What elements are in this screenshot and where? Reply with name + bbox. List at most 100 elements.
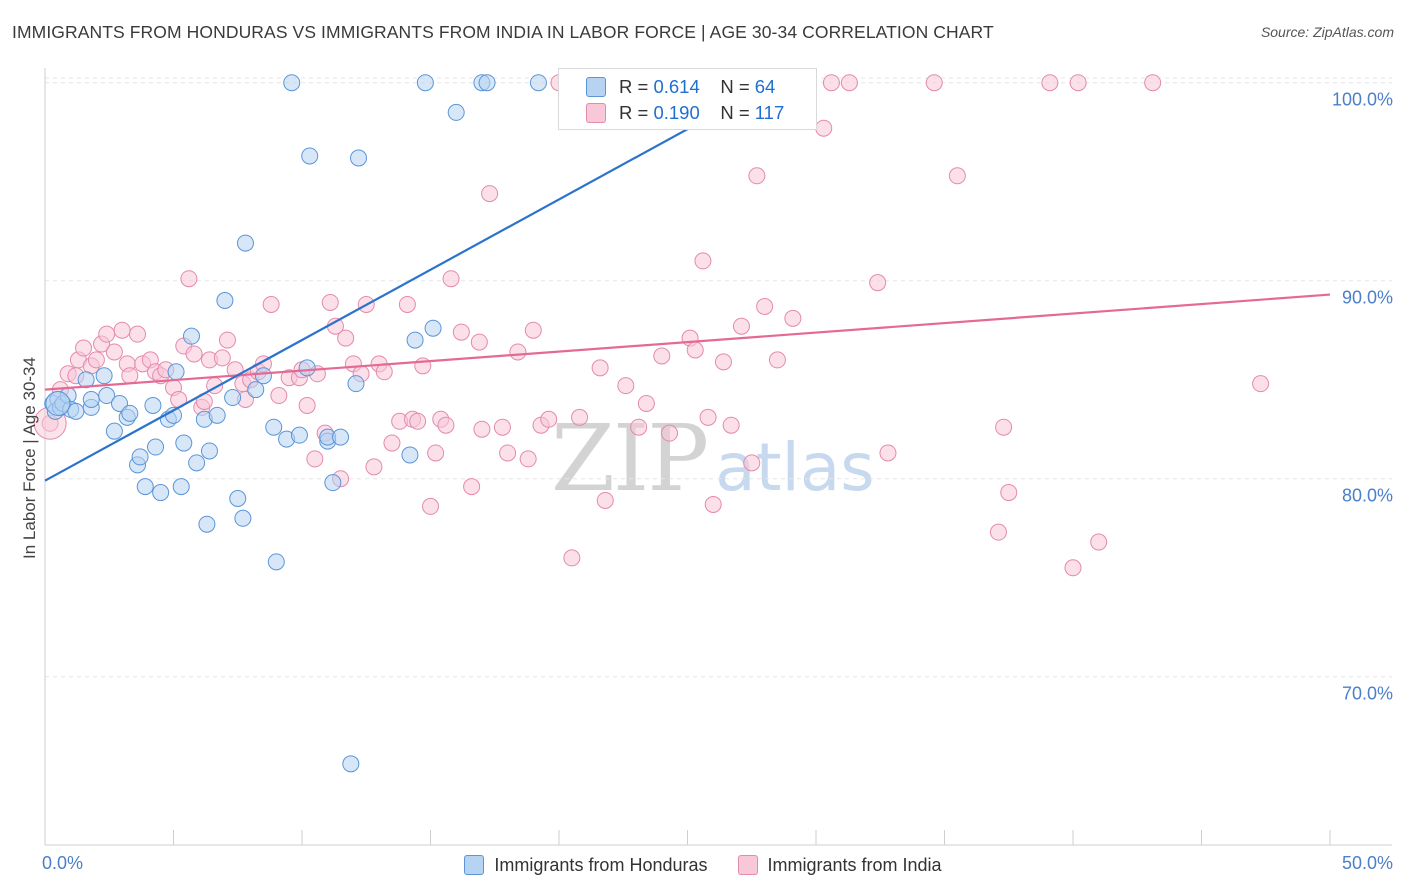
india-point	[270, 387, 288, 405]
india-point	[722, 416, 740, 434]
honduras-point	[198, 515, 216, 533]
honduras-point	[324, 474, 342, 492]
india-point	[180, 270, 198, 288]
source-credit: Source: ZipAtlas.com	[1260, 24, 1394, 40]
india-point	[452, 323, 470, 341]
legend-label-india: Immigrants from India	[767, 854, 942, 875]
india-point	[756, 297, 774, 315]
india-point	[321, 293, 339, 311]
india-point	[596, 491, 614, 509]
honduras-point	[216, 292, 234, 309]
india-point	[121, 367, 139, 385]
honduras-point	[347, 375, 365, 393]
honduras-point	[188, 454, 206, 472]
r-value-honduras: 0.614	[653, 76, 700, 97]
honduras-point	[342, 755, 360, 773]
india-point	[105, 343, 123, 361]
india-point	[422, 497, 439, 515]
india-point	[653, 347, 671, 365]
india-point	[437, 416, 455, 434]
india-point	[748, 167, 766, 185]
india-point	[1041, 74, 1059, 92]
india-point	[1090, 533, 1108, 551]
india-point	[637, 394, 655, 412]
stats-swatch-honduras	[586, 77, 606, 97]
india-point	[409, 412, 427, 430]
honduras-point	[236, 234, 254, 252]
legend-item-india[interactable]: Immigrants from India	[737, 851, 942, 879]
axes	[44, 68, 1392, 846]
honduras-point	[98, 387, 116, 405]
india-point	[473, 420, 491, 438]
honduras-point	[401, 446, 419, 464]
india-point	[87, 351, 105, 369]
r-value-india: 0.190	[653, 102, 700, 123]
india-point	[1064, 559, 1082, 577]
india-point	[840, 74, 858, 92]
y-tick-label: 90.0%	[1342, 288, 1393, 308]
india-point	[768, 351, 786, 369]
honduras-point	[406, 331, 424, 349]
n-value-india: 117	[754, 102, 785, 123]
honduras-point	[283, 74, 301, 92]
y-tick-label: 100.0%	[1332, 90, 1393, 110]
india-point	[1252, 375, 1270, 393]
india-point	[743, 454, 761, 472]
trend-lines	[44, 81, 1331, 482]
correlation-stats-box: R = 0.614 N = 64 R = 0.190 N = 117	[558, 68, 817, 130]
legend-item-honduras[interactable]: Immigrants from Honduras	[464, 851, 708, 879]
india-point	[509, 343, 527, 361]
r-label: R =	[619, 102, 654, 123]
honduras-point	[105, 422, 123, 440]
honduras-point	[77, 371, 95, 389]
honduras-point-cluster	[45, 390, 71, 416]
india-point	[617, 377, 635, 395]
honduras-point	[167, 363, 185, 381]
india-point	[822, 74, 840, 92]
india-point	[470, 333, 488, 351]
chart-title: IMMIGRANTS FROM HONDURAS VS IMMIGRANTS F…	[12, 22, 994, 42]
honduras-point	[200, 442, 218, 460]
chart-legend: Immigrants from Honduras Immigrants from…	[0, 851, 1406, 879]
r-label: R =	[619, 76, 654, 97]
india-point	[1069, 74, 1087, 92]
india-point	[732, 317, 750, 335]
india-point	[427, 444, 445, 462]
india-point	[375, 363, 393, 381]
y-axis-label: In Labor Force | Age 30-34	[20, 357, 39, 559]
n-label: N =	[720, 76, 755, 97]
india-point	[213, 349, 231, 367]
honduras-point	[301, 147, 319, 165]
india-point	[661, 424, 679, 442]
india-point	[185, 345, 203, 363]
honduras-point	[265, 418, 283, 436]
india-point	[630, 418, 648, 436]
india-point	[571, 408, 589, 426]
honduras-point	[332, 428, 350, 446]
honduras-point	[121, 404, 139, 422]
india-points	[33, 74, 1270, 577]
honduras-point	[172, 478, 190, 496]
legend-label-honduras: Immigrants from Honduras	[494, 854, 708, 875]
stats-text-honduras: R = 0.614 N = 64	[619, 76, 775, 98]
honduras-point	[147, 438, 165, 456]
honduras-point	[267, 553, 285, 571]
india-point	[925, 74, 943, 92]
honduras-point	[152, 484, 170, 502]
india-point	[383, 434, 401, 452]
india-point	[218, 331, 236, 349]
india-point	[98, 325, 116, 343]
honduras-point	[229, 490, 247, 507]
india-point	[815, 119, 833, 137]
honduras-point	[254, 367, 272, 385]
india-point	[784, 309, 802, 327]
legend-swatch-honduras	[464, 855, 485, 875]
india-point	[1144, 74, 1162, 92]
india-point	[463, 478, 481, 496]
honduras-point	[82, 391, 100, 408]
india-point	[481, 185, 499, 203]
honduras-point	[67, 402, 85, 420]
y-tick-label: 80.0%	[1342, 486, 1393, 506]
n-label: N =	[720, 102, 755, 123]
